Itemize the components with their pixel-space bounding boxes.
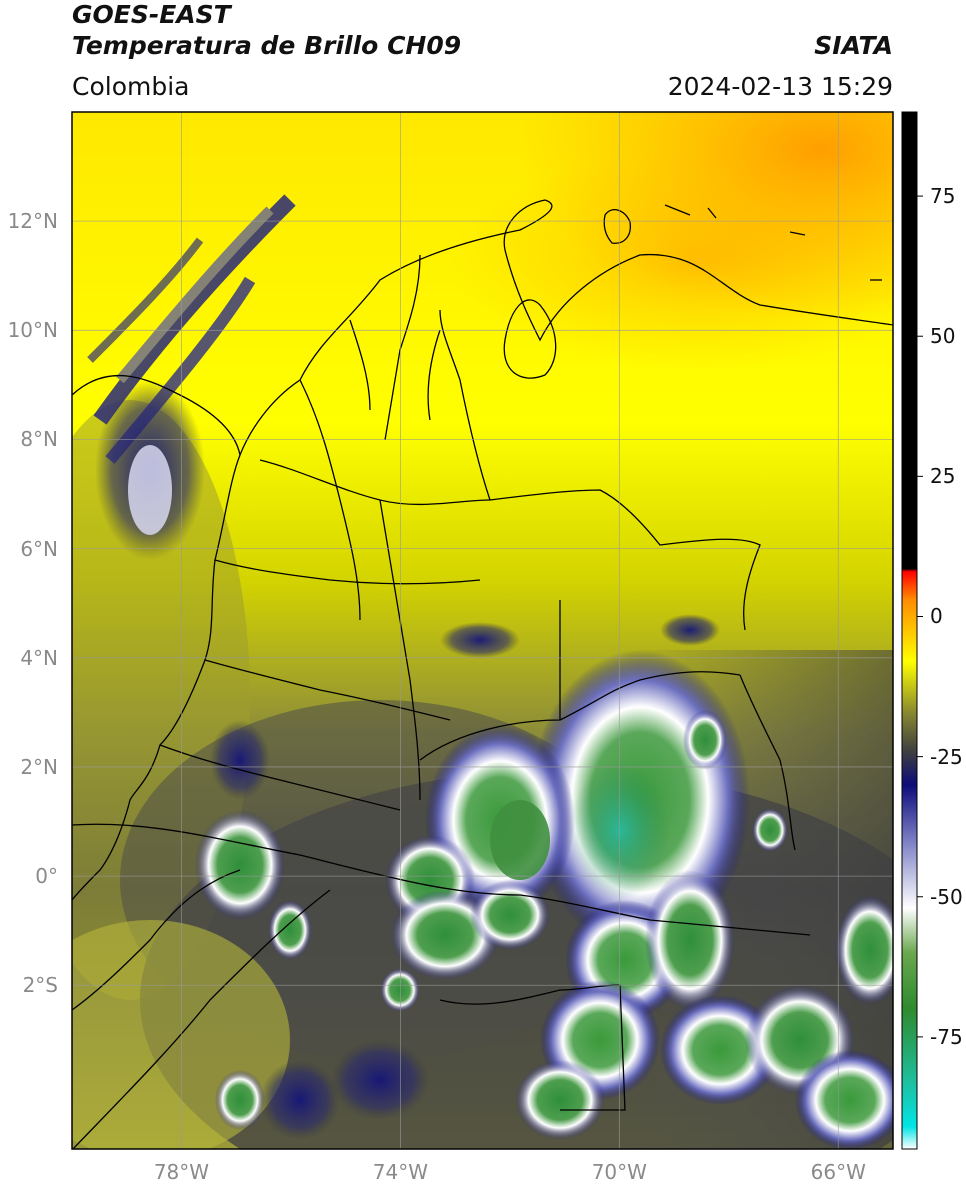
colorbar-tick-label: 25 xyxy=(930,464,956,489)
colorbar xyxy=(901,111,923,1150)
latitude-label: 6°N xyxy=(20,536,58,561)
latitude-label: 2°N xyxy=(20,754,58,779)
map-frame xyxy=(71,111,894,1150)
colorbar-tick-label: 50 xyxy=(930,324,956,349)
colorbar-tick-label: -75 xyxy=(930,1024,963,1049)
latitude-label: 12°N xyxy=(7,209,58,234)
colorbar-tick-label: -25 xyxy=(930,744,963,769)
datetime-label: 2024-02-13 15:29 xyxy=(667,72,893,101)
satellite-title: GOES-EAST xyxy=(72,0,231,29)
product-title: Temperatura de Brillo CH09 xyxy=(72,31,462,60)
latitude-label: 0° xyxy=(35,864,58,889)
colorbar-tick-label: -50 xyxy=(930,884,963,909)
coastline-borders xyxy=(72,199,893,1149)
agency-label: SIATA xyxy=(814,31,893,60)
longitude-label: 74°W xyxy=(372,1160,429,1184)
longitude-label: 66°W xyxy=(810,1160,866,1184)
latitude-label: 10°N xyxy=(7,318,58,343)
region-label: Colombia xyxy=(72,72,190,101)
latitude-label: 2°S xyxy=(22,973,58,998)
longitude-label: 78°W xyxy=(153,1160,210,1184)
longitude-label: 70°W xyxy=(591,1160,647,1184)
latitude-label: 8°N xyxy=(20,427,58,452)
brightness-temperature-field xyxy=(72,112,893,1149)
graticule xyxy=(72,112,893,1149)
colorbar-tick-label: 0 xyxy=(930,604,943,629)
colorbar-tick-label: 75 xyxy=(930,184,956,209)
latitude-label: 4°N xyxy=(20,645,58,670)
